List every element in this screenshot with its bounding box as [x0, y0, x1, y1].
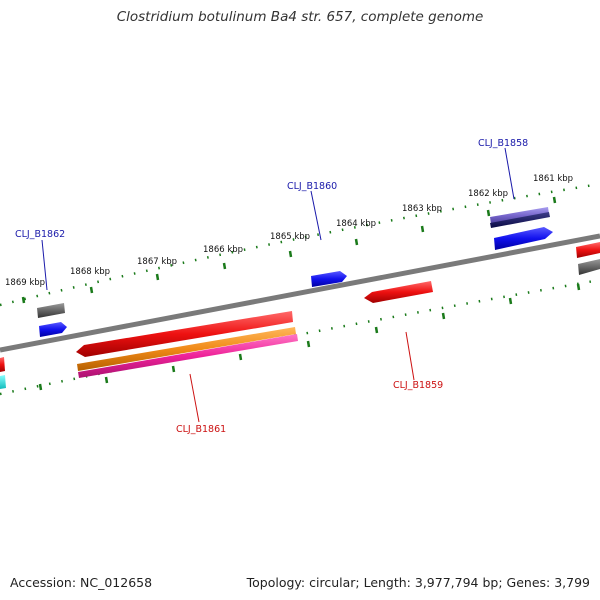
- forward-genes: [37, 207, 600, 337]
- gene-arrow-orange[interactable]: [77, 327, 296, 371]
- tick-label: 1865 kbp: [270, 232, 310, 242]
- gene-arrow-blue[interactable]: [311, 271, 347, 287]
- gene-arrow-blue[interactable]: [494, 227, 553, 250]
- tick-label: 1868 kbp: [70, 267, 110, 277]
- genome-title: Clostridium botulinum Ba4 str. 657, comp…: [116, 9, 484, 25]
- major-ticks: [21, 196, 557, 304]
- gene-label-cij-b1858[interactable]: CLJ_B1858: [478, 138, 528, 149]
- inner-major-ticks: [38, 283, 581, 391]
- gene-arrow-red[interactable]: [0, 357, 5, 372]
- tick-label: 1869 kbp: [5, 278, 45, 288]
- gene-label-cij-b1860[interactable]: CLJ_B1860: [287, 181, 337, 192]
- gene-arrow-purple[interactable]: [490, 207, 549, 224]
- gene-arrow-navy[interactable]: [490, 212, 550, 228]
- tick-label: 1862 kbp: [468, 189, 508, 199]
- inner-tick-track: [0, 278, 600, 396]
- gene-labels: CLJ_B1862 CLJ_B1860 CLJ_B1858 CLJ_B1861 …: [15, 138, 528, 435]
- gene-arrow-cyan[interactable]: [0, 375, 6, 389]
- tick-labels: 1869 kbp 1868 kbp 1867 kbp 1866 kbp 1865…: [5, 174, 573, 288]
- reverse-genes: [0, 281, 433, 389]
- tick-label: 1861 kbp: [533, 174, 573, 184]
- leader-lines: [41, 147, 515, 423]
- gene-arrow-grey[interactable]: [37, 303, 65, 318]
- accession-text: Accession: NC_012658: [10, 575, 153, 590]
- gene-arrow-red[interactable]: [364, 281, 433, 303]
- gene-arrow-magenta[interactable]: [78, 334, 298, 378]
- gene-arrow-red[interactable]: [576, 242, 600, 258]
- gene-arrow-blue[interactable]: [39, 322, 67, 337]
- genome-backbone: [0, 233, 600, 353]
- gene-label-cij-b1861[interactable]: CLJ_B1861: [176, 424, 226, 435]
- gene-arrow-red[interactable]: [76, 311, 293, 357]
- tick-label: 1864 kbp: [336, 219, 376, 229]
- genome-stats-text: Topology: circular; Length: 3,977,794 bp…: [246, 575, 590, 590]
- gene-label-cij-b1859[interactable]: CLJ_B1859: [393, 380, 443, 391]
- tick-label: 1863 kbp: [402, 204, 442, 214]
- tick-label: 1866 kbp: [203, 245, 243, 255]
- gene-arrow-grey[interactable]: [578, 259, 600, 275]
- gene-label-cij-b1862[interactable]: CLJ_B1862: [15, 229, 65, 240]
- tick-label: 1867 kbp: [137, 257, 177, 267]
